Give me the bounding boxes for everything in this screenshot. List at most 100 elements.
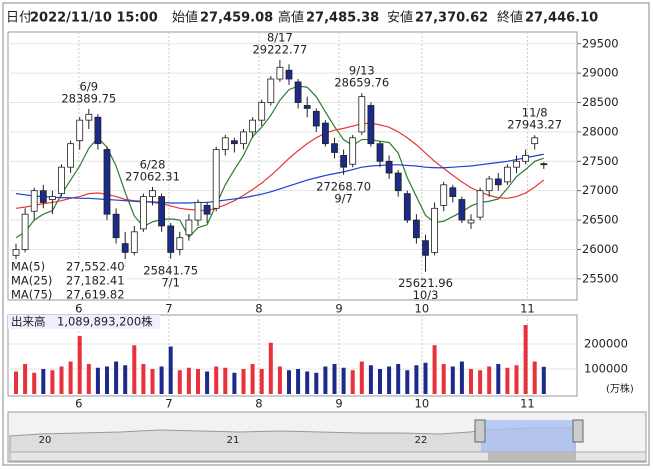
volume-bar [459, 361, 464, 394]
annotation-date: 7/1 [161, 275, 180, 289]
header-label: 始値 [172, 10, 198, 26]
candle-body [185, 219, 193, 236]
volume-bar [414, 365, 419, 394]
candle-body [340, 155, 348, 168]
volume-bar [186, 367, 191, 394]
x-tick-label: 10 [415, 397, 430, 411]
volume-bar [14, 371, 18, 394]
volume-bar [423, 362, 428, 394]
navigator-label: 21 [227, 435, 240, 446]
candle-body [367, 105, 375, 145]
legend-name: MA(5) [11, 260, 45, 274]
candle-body [194, 202, 202, 221]
candle-body [431, 207, 439, 253]
annotation-price: 29222.77 [252, 43, 307, 57]
candle-body [249, 119, 257, 133]
volume-bar [296, 369, 301, 394]
price-pane [7, 31, 578, 301]
candle-body [103, 149, 111, 215]
candle-body [158, 196, 166, 227]
candle-body [240, 131, 247, 145]
candle-body [467, 219, 475, 224]
volume-tick-label: 100000 [584, 362, 628, 376]
volume-bar [450, 366, 455, 394]
candle-body [94, 116, 102, 145]
y-tick-label: 26500 [582, 213, 619, 227]
x-tick-label: 8 [255, 397, 262, 411]
y-tick-label: 29500 [582, 36, 619, 50]
volume-bar [123, 365, 128, 394]
candle-body [403, 193, 411, 221]
volume-bar [487, 366, 492, 394]
volume-bar [86, 364, 91, 394]
candle-body [85, 113, 93, 121]
y-tick-label: 29000 [582, 66, 619, 80]
volume-bar [50, 370, 55, 394]
volume-bar [41, 369, 46, 394]
volume-bar [205, 371, 210, 394]
navigator-handle[interactable] [572, 419, 584, 443]
volume-bar [378, 369, 382, 394]
candle-body [176, 237, 184, 250]
annotation-price: 27062.31 [125, 170, 180, 184]
volume-bar [396, 364, 401, 394]
volume-bar [114, 361, 119, 394]
volume-bar [105, 366, 109, 394]
volume-bar [350, 370, 355, 394]
volume-total: 1,089,893,200株 [57, 315, 153, 329]
scrollbar[interactable] [9, 451, 647, 462]
volume-tick-label: 200000 [584, 337, 628, 351]
scrollbar-thumb[interactable] [488, 452, 576, 461]
legend-value: 27,182.41 [66, 274, 125, 288]
navigator-handle[interactable] [474, 419, 486, 443]
candle-body [39, 190, 47, 203]
volume-bar [168, 346, 173, 394]
volume-title: 出来高 [11, 315, 46, 329]
candle-body [267, 78, 275, 103]
annotation-date: 9/7 [334, 191, 353, 205]
candle-body [503, 166, 511, 183]
volume-bar [277, 366, 282, 394]
volume-bar [177, 370, 182, 394]
candle-body [230, 140, 238, 145]
annotation-price: 28659.76 [334, 76, 389, 90]
header-value: 27,370.62 [415, 11, 488, 26]
annotation-price: 25621.96 [398, 276, 453, 290]
volume-bar [387, 366, 392, 394]
annotation-date: 6/28 [140, 158, 166, 172]
x-tick-label: 9 [335, 302, 342, 316]
annotation-date: 9/13 [349, 64, 375, 78]
y-tick-label: 27500 [582, 154, 619, 168]
candle-body [12, 249, 20, 256]
volume-bar [241, 369, 246, 394]
header-value: 27,446.10 [525, 11, 598, 26]
header-label: 安値 [387, 10, 413, 26]
volume-bar [159, 366, 164, 394]
volume-bar [496, 364, 501, 394]
legend-value: 27,619.82 [66, 288, 125, 302]
marks [12, 60, 548, 394]
x-tick-label: 9 [335, 397, 342, 411]
volume-bar [541, 366, 546, 394]
volume-bar [77, 336, 82, 394]
header-label: 高値 [278, 10, 304, 26]
volume-bar [314, 372, 319, 394]
candle-body [285, 69, 293, 80]
volume-bar [478, 370, 483, 394]
header-label: 終値 [497, 10, 523, 26]
volume-bar [368, 365, 373, 394]
volume-bar [405, 370, 410, 394]
candle-body [203, 204, 211, 215]
x-tick-label: 8 [255, 302, 262, 316]
candle-body [139, 196, 147, 230]
candle-body [513, 160, 520, 168]
candle-body [130, 231, 138, 253]
volume-bar [305, 371, 310, 394]
y-tick-label: 25500 [582, 271, 619, 285]
candle-body [58, 166, 65, 195]
candle-body [531, 137, 539, 145]
candle-body [349, 137, 357, 165]
volume-bar [523, 325, 528, 394]
navigator-selection[interactable] [481, 420, 576, 452]
x-tick-label: 11 [520, 302, 535, 316]
